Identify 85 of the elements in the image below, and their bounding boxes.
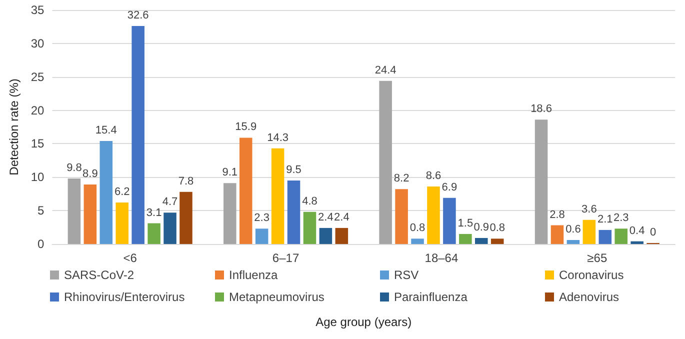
data-label: 8.6 <box>426 170 442 182</box>
y-tick-label: 35 <box>30 3 45 17</box>
data-label: 6.9 <box>442 181 458 194</box>
bar <box>395 189 408 244</box>
bar <box>287 180 300 244</box>
legend-label: RSV <box>394 268 419 282</box>
bar <box>224 183 236 244</box>
legend-label: Coronavirus <box>559 268 624 282</box>
data-label: 4.8 <box>302 195 318 208</box>
bar <box>475 238 488 244</box>
bar <box>84 184 97 244</box>
data-label: 3.1 <box>146 206 162 219</box>
x-axis-title: Age group (years) <box>316 315 412 329</box>
data-label: 32.6 <box>127 10 149 22</box>
data-label: 15.9 <box>235 121 257 134</box>
x-tick-label: 6–17 <box>272 251 300 265</box>
data-label: 3.6 <box>582 203 597 216</box>
data-label: 6.2 <box>114 186 130 198</box>
bar <box>68 178 81 244</box>
data-label: 0.9 <box>474 221 490 234</box>
legend-label: Influenza <box>229 268 278 282</box>
bar <box>614 228 628 244</box>
data-label: 9.5 <box>286 164 302 176</box>
y-tick-label: 0 <box>38 237 45 251</box>
bar <box>630 241 644 244</box>
legend-label: Metapneumovirus <box>229 290 324 304</box>
bar <box>566 240 580 244</box>
bar <box>534 120 548 244</box>
bar <box>443 198 456 244</box>
data-label: 8.9 <box>82 168 98 180</box>
bar <box>116 202 128 244</box>
bar <box>598 230 612 244</box>
y-tick-label: 15 <box>30 136 45 151</box>
data-label: 2.4 <box>334 211 350 224</box>
bar <box>411 238 424 244</box>
data-label: 2.4 <box>318 211 334 224</box>
legend-label: Rhinovirus/Enterovirus <box>64 290 185 304</box>
bar <box>427 186 440 244</box>
data-label: 24.4 <box>374 64 396 76</box>
y-tick-label: 25 <box>30 70 45 84</box>
data-label: 9.8 <box>66 162 82 174</box>
bar <box>303 212 316 244</box>
bar <box>550 225 564 244</box>
y-tick-label: 30 <box>30 36 45 50</box>
bar <box>148 223 160 244</box>
data-label: 0.8 <box>490 222 506 234</box>
bar <box>100 141 113 244</box>
data-label: 2.3 <box>254 212 270 224</box>
data-label: 14.3 <box>267 132 289 144</box>
data-label: 0.4 <box>629 224 645 237</box>
bar <box>490 238 504 244</box>
y-axis-title: Detection rate (%) <box>7 78 21 176</box>
legend-label: Adenovirus <box>559 290 620 304</box>
data-label: 2.1 <box>597 213 613 226</box>
y-tick-label: 20 <box>30 103 45 118</box>
bar <box>271 148 284 244</box>
x-tick-label: 18–64 <box>424 251 458 265</box>
data-label: 2.8 <box>550 208 565 221</box>
x-tick-label: ≥65 <box>587 251 608 265</box>
bar <box>379 80 392 244</box>
data-label: 4.7 <box>162 196 178 208</box>
data-label: 2.3 <box>613 212 629 224</box>
bar <box>180 192 192 244</box>
bar <box>164 212 176 244</box>
data-label: 0.8 <box>410 222 426 234</box>
bar <box>132 26 144 244</box>
data-label: 15.4 <box>95 124 117 137</box>
data-label: 0.6 <box>566 223 581 236</box>
legend-label: SARS-CoV-2 <box>64 268 134 282</box>
data-label: 8.2 <box>394 172 410 185</box>
bar <box>239 138 252 244</box>
y-tick-label: 10 <box>30 170 45 184</box>
bar <box>255 228 268 244</box>
bar <box>582 220 596 244</box>
legend-label: Parainfluenza <box>394 290 468 304</box>
bar <box>335 228 348 244</box>
x-tick-label: <6 <box>123 251 138 265</box>
bar <box>319 228 332 244</box>
data-label: 18.6 <box>530 103 552 116</box>
data-label: 0 <box>650 226 656 238</box>
y-tick-label: 5 <box>38 204 45 218</box>
data-label: 1.5 <box>458 217 474 230</box>
data-label: 9.1 <box>222 166 238 179</box>
bar <box>459 234 472 244</box>
data-label: 7.8 <box>178 175 194 188</box>
